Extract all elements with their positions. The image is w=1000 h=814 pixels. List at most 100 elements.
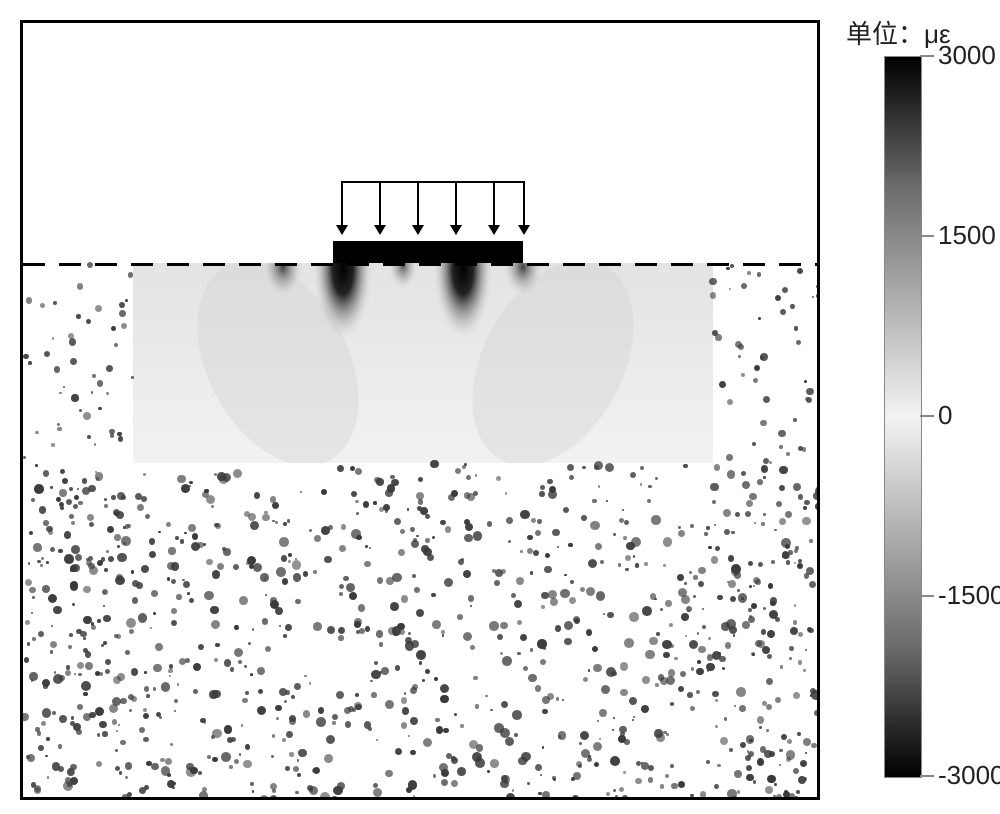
speckle-dot (506, 517, 513, 524)
speckle-dot (624, 739, 629, 744)
load-arrow (523, 181, 525, 233)
speckle-dot (276, 567, 286, 577)
speckle-dot (759, 726, 762, 729)
speckle-dot (153, 687, 156, 690)
speckle-dot (497, 634, 503, 640)
speckle-dot (321, 489, 327, 495)
speckle-dot (586, 629, 593, 636)
speckle-dot (696, 668, 704, 676)
speckle-dot (633, 555, 636, 558)
speckle-dot (379, 642, 383, 646)
speckle-dot (698, 567, 706, 575)
speckle-dot (528, 674, 537, 683)
speckle-dot (814, 710, 820, 716)
speckle-dot (300, 491, 302, 493)
speckle-dot (46, 561, 49, 564)
speckle-dot (615, 795, 618, 798)
speckle-dot (685, 635, 687, 637)
speckle-dot (441, 779, 448, 786)
speckle-dot (165, 758, 172, 765)
speckle-dot (687, 692, 693, 698)
speckle-dot (796, 340, 801, 345)
speckle-dot (298, 749, 306, 757)
speckle-dot (660, 608, 663, 611)
speckle-dot (726, 267, 729, 270)
speckle-dot (700, 791, 707, 798)
speckle-dot (786, 750, 796, 760)
speckle-dot (398, 549, 405, 556)
speckle-dot (46, 526, 53, 533)
speckle-dot (730, 796, 739, 800)
speckle-dot (26, 297, 32, 303)
speckle-dot (170, 743, 173, 746)
speckle-dot (275, 705, 282, 712)
speckle-dot (527, 535, 532, 540)
speckle-dot (446, 753, 452, 759)
speckle-dot (592, 646, 598, 652)
speckle-dot (540, 774, 542, 776)
speckle-dot (174, 699, 178, 703)
speckle-dot (282, 578, 289, 585)
speckle-dot (223, 548, 230, 555)
speckle-dot (684, 582, 688, 586)
speckle-dot (547, 479, 552, 484)
speckle-dot (464, 463, 467, 466)
speckle-dot (749, 615, 751, 617)
speckle-dot (25, 579, 32, 586)
speckle-dot (183, 581, 190, 588)
speckle-dot (475, 758, 485, 768)
speckle-dot (155, 643, 163, 651)
speckle-dot (702, 608, 704, 610)
speckle-dot (87, 435, 91, 439)
speckle-dot (131, 376, 134, 379)
speckle-dot (151, 590, 158, 597)
speckle-dot (295, 791, 299, 795)
speckle-dot (244, 665, 246, 667)
speckle-dot (723, 509, 731, 517)
speckle-dot (619, 726, 626, 733)
speckle-dot (677, 574, 683, 580)
speckle-dot (574, 618, 580, 624)
speckle-dot (618, 563, 621, 566)
speckle-dot (293, 766, 299, 772)
speckle-dot (535, 530, 541, 536)
speckle-dot (203, 543, 206, 546)
speckle-dot (778, 430, 786, 438)
speckle-dot (748, 561, 753, 566)
speckle-dot (243, 760, 251, 768)
speckle-dot (56, 497, 61, 502)
speckle-dot (741, 471, 746, 476)
speckle-dot (540, 659, 546, 665)
speckle-dot (235, 799, 239, 800)
speckle-dot (475, 704, 479, 708)
speckle-dot (139, 727, 145, 733)
speckle-dot (443, 728, 449, 734)
speckle-dot (71, 521, 75, 525)
speckle-dot (758, 317, 761, 320)
speckle-dot (248, 642, 251, 645)
speckle-dot (530, 571, 533, 574)
speckle-dot (70, 582, 78, 590)
speckle-dot (131, 570, 134, 573)
speckle-dot (141, 565, 149, 573)
speckle-dot (227, 737, 233, 743)
speckle-dot (768, 583, 773, 588)
speckle-dot (798, 494, 804, 500)
speckle-dot (741, 597, 744, 600)
speckle-dot (48, 594, 57, 603)
speckle-dot (42, 708, 52, 718)
speckle-dot (76, 314, 81, 319)
speckle-dot (620, 662, 629, 671)
speckle-dot (71, 545, 80, 554)
speckle-dot (355, 704, 361, 710)
speckle-dot (603, 613, 605, 615)
speckle-dot (332, 721, 335, 724)
speckle-dot (67, 768, 75, 776)
speckle-dot (265, 646, 271, 652)
speckle-dot (527, 548, 533, 554)
speckle-dot (41, 557, 44, 560)
speckle-dot (326, 735, 335, 744)
speckle-dot (96, 761, 102, 767)
speckle-dot (681, 595, 690, 604)
speckle-dot (346, 583, 355, 592)
